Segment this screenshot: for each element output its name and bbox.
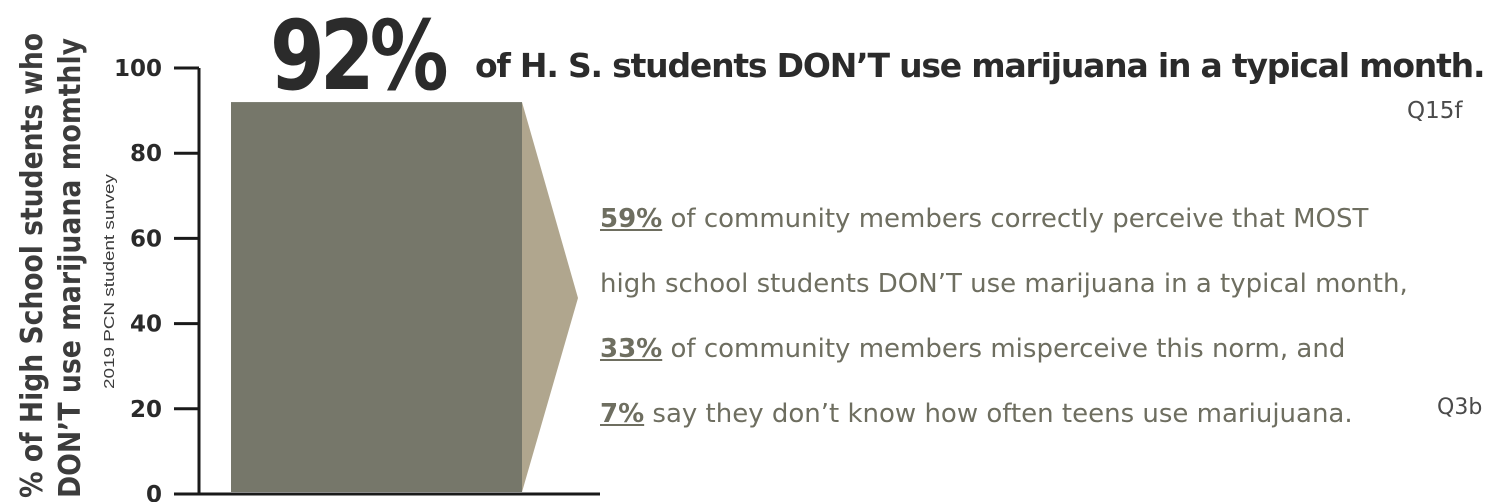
headline-question-ref: Q15f [1407, 98, 1463, 124]
perception-text: 59% of community members correctly perce… [600, 196, 1500, 456]
headline: 92% of H. S. students DON’T use marijuan… [270, 0, 1485, 112]
y-tick-label-0: 0 [146, 482, 162, 502]
percent-59: 59% [600, 204, 663, 234]
headline-text: of H. S. students DON’T use marijuana in… [475, 46, 1485, 85]
y-axis-ticks: 0 20 40 60 80 100 [114, 56, 199, 502]
y-tick-label-100: 100 [114, 56, 162, 82]
y-tick-label-60: 60 [130, 226, 162, 252]
perception-line-3: 33% of community members misperceive thi… [600, 326, 1500, 391]
perception-line-3-text: of community members misperceive this no… [662, 334, 1346, 364]
perception-line-4: 7% say they don’t know how often teens u… [600, 391, 1500, 456]
perception-line-2-text: high school students DON’T use marijuana… [600, 269, 1408, 299]
y-tick-label-40: 40 [130, 312, 162, 338]
y-axis-label-line2: DON’T use marijuana momthly [53, 38, 88, 498]
callout-arrow [522, 102, 578, 492]
percent-7: 7% [600, 399, 645, 429]
y-tick-label-80: 80 [130, 141, 162, 167]
perception-question-ref: Q3b [1437, 395, 1483, 420]
perception-line-2: high school students DON’T use marijuana… [600, 261, 1500, 326]
y-tick-label-20: 20 [130, 397, 162, 423]
perception-line-1: 59% of community members correctly perce… [600, 196, 1500, 261]
y-axis-label-line1: % of High School students who [15, 33, 50, 498]
perception-line-4-text: say they don’t know how often teens use … [644, 399, 1353, 429]
source-label: 2019 PCN student survey [101, 173, 118, 389]
bar-92-percent [231, 102, 522, 492]
perception-line-1-text: of community members correctly perceive … [662, 204, 1369, 234]
bar-chart: % of High School students who DON’T use … [15, 33, 600, 502]
headline-big-percent: 92% [270, 0, 449, 112]
percent-33: 33% [600, 334, 663, 364]
